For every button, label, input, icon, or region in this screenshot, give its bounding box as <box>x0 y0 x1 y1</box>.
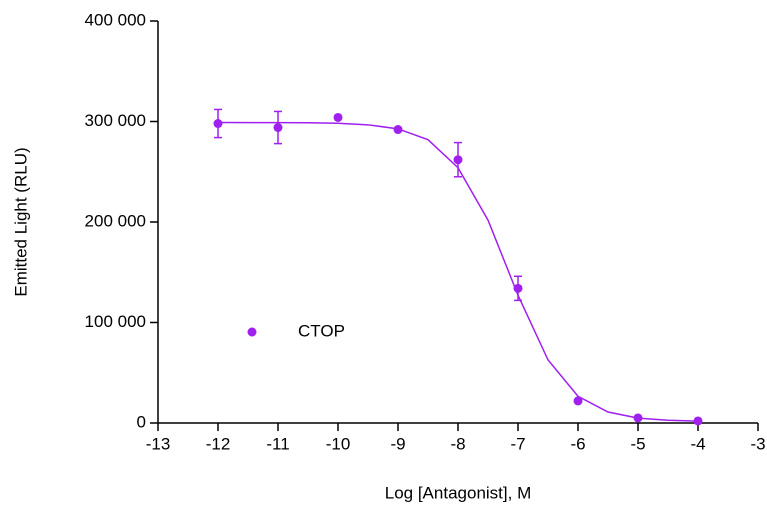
legend-marker <box>247 327 257 337</box>
x-tick-label: -11 <box>266 434 289 453</box>
y-tick-label: 200 000 <box>85 211 146 230</box>
y-tick-label: 400 000 <box>85 10 146 29</box>
x-tick-label: -8 <box>450 434 465 453</box>
x-tick-label: -4 <box>690 434 705 453</box>
y-tick-label: 100 000 <box>85 312 146 331</box>
x-tick-label: -3 <box>750 434 765 453</box>
data-point <box>273 123 283 133</box>
x-tick-label: -7 <box>510 434 525 453</box>
x-tick-label: -12 <box>206 434 231 453</box>
x-axis-label: Log [Antagonist], M <box>385 483 531 502</box>
data-point <box>453 155 463 165</box>
legend-label: CTOP <box>298 321 345 340</box>
y-tick-label: 0 <box>137 412 146 431</box>
data-point <box>213 119 223 129</box>
x-tick-label: -6 <box>570 434 585 453</box>
x-tick-label: -10 <box>326 434 351 453</box>
data-point <box>333 112 343 122</box>
x-tick-label: -13 <box>146 434 171 453</box>
x-tick-label: -5 <box>630 434 645 453</box>
data-point <box>573 396 583 406</box>
x-tick-label: -9 <box>390 434 405 453</box>
y-tick-label: 300 000 <box>85 111 146 130</box>
fit-curve <box>217 121 699 422</box>
y-axis-label: Emitted Light (RLU) <box>11 147 30 296</box>
